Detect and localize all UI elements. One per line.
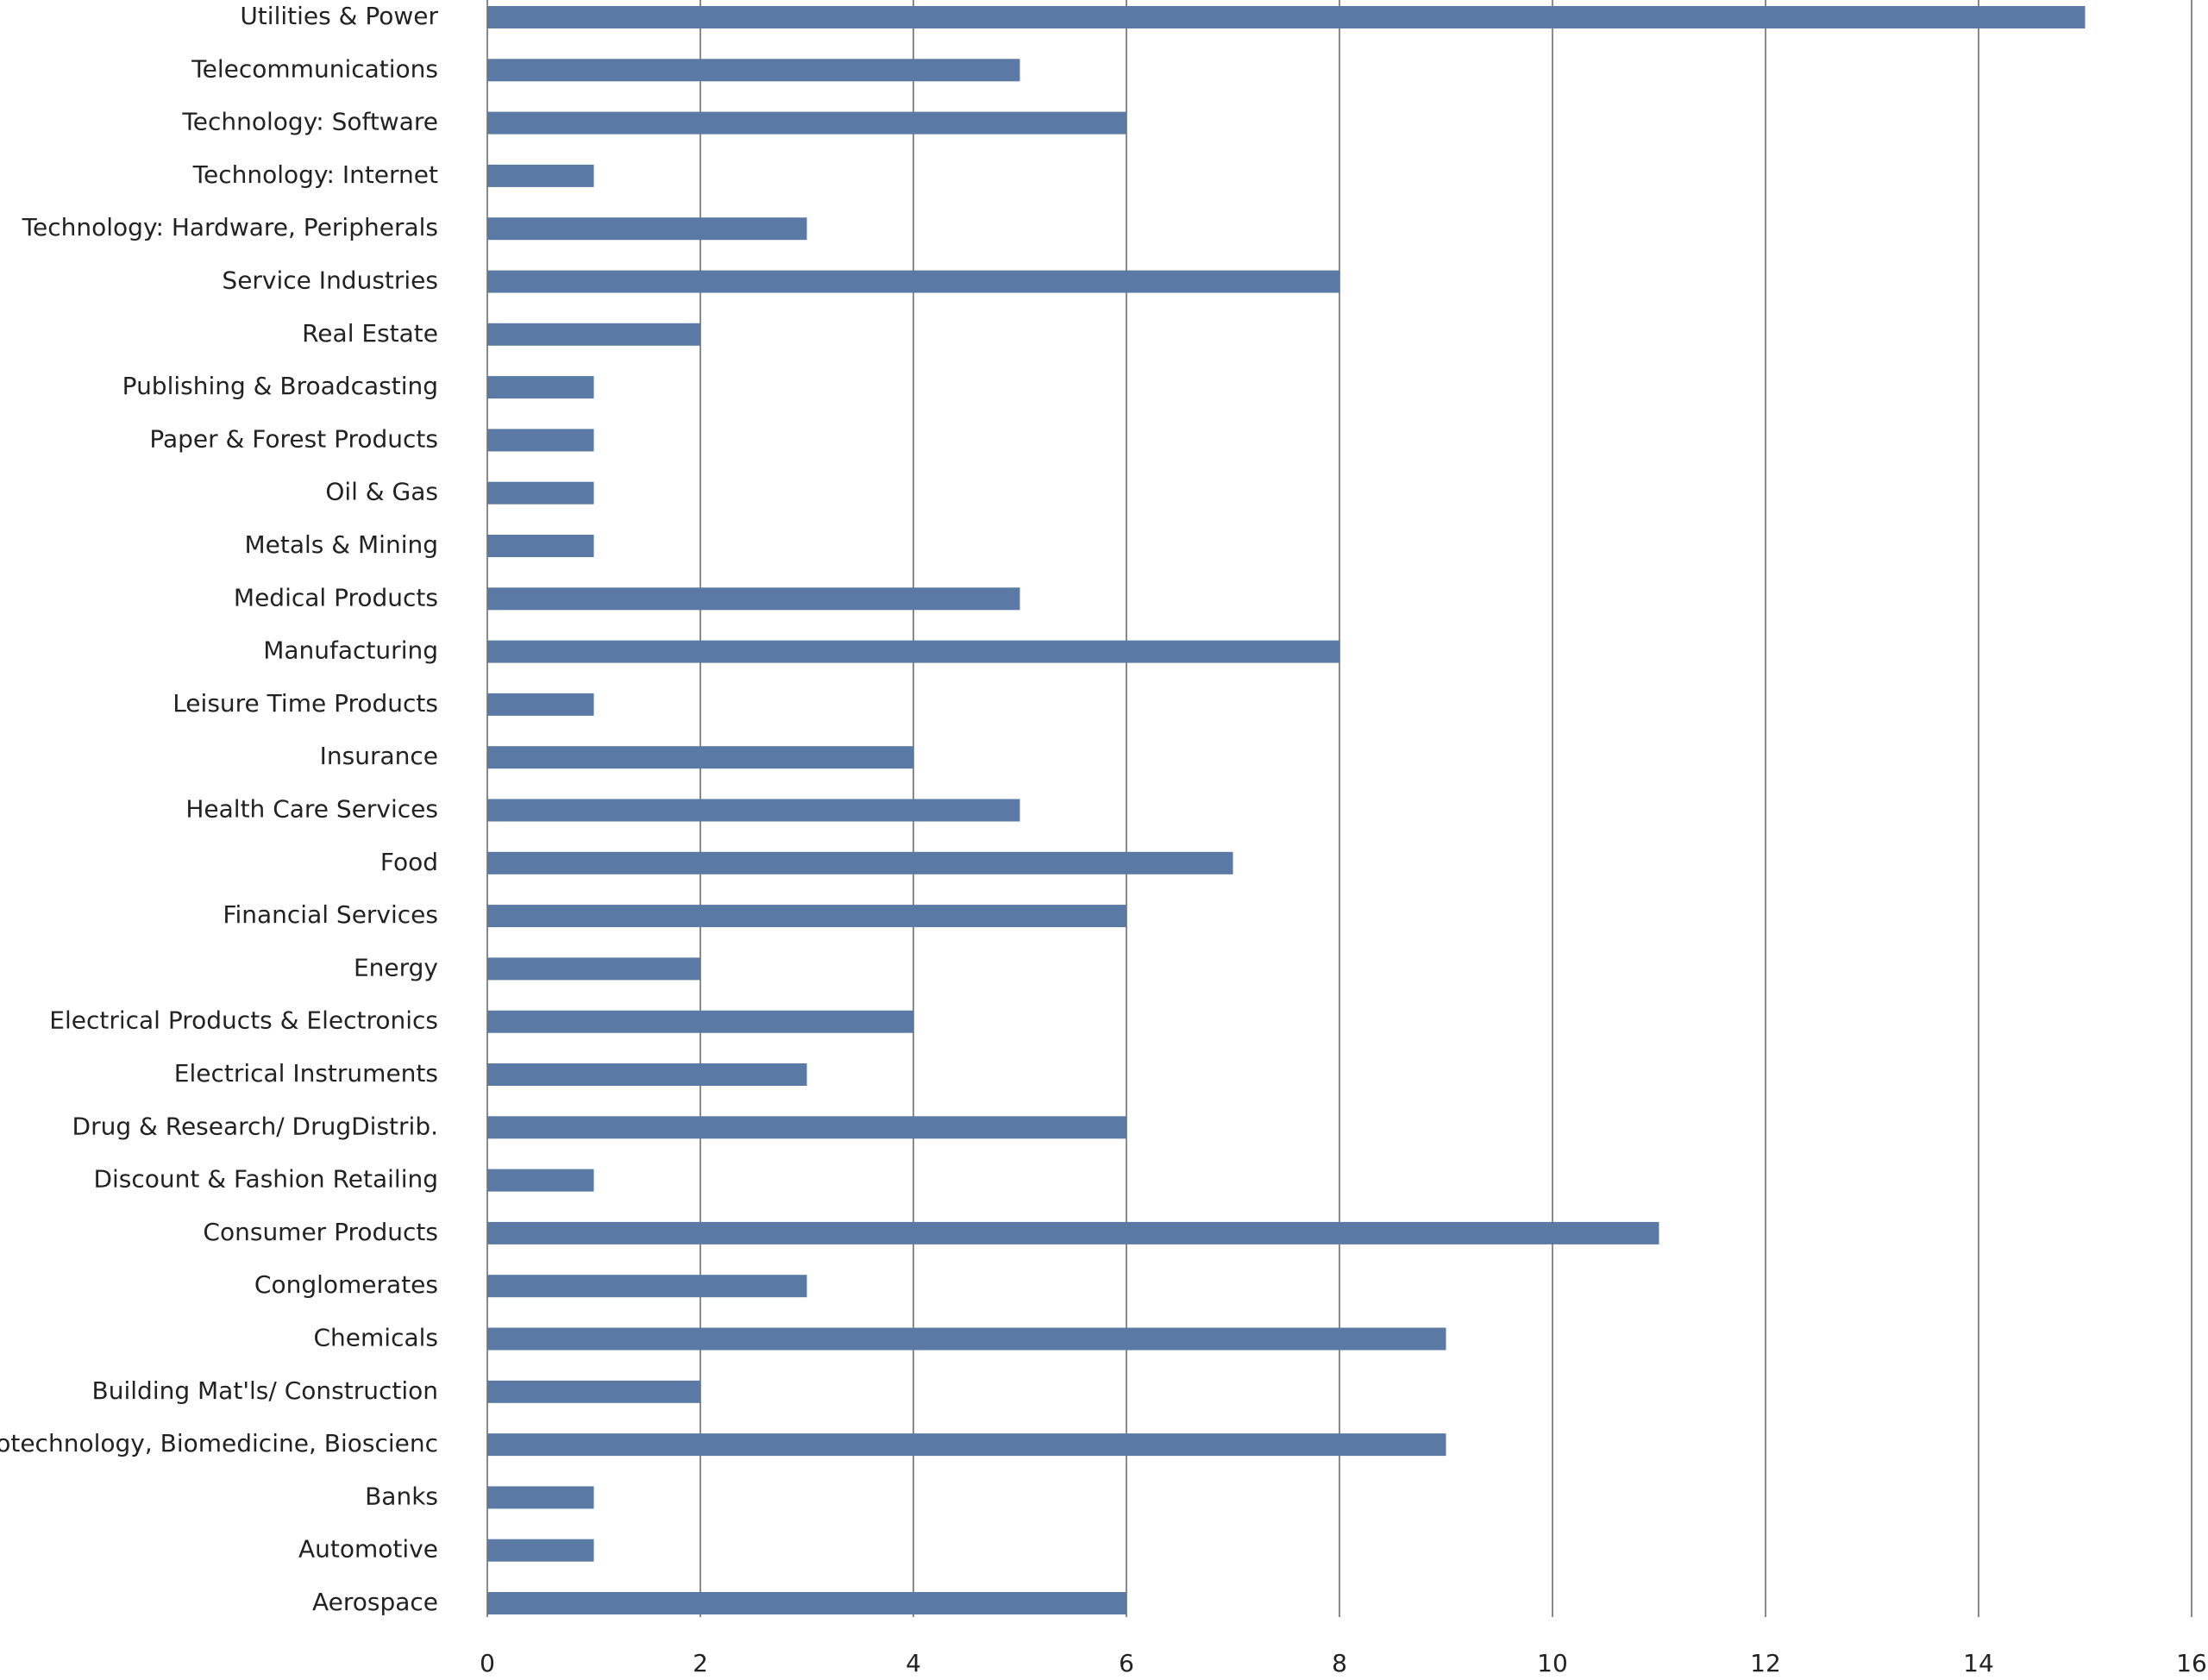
y-tick-label: Conglomerates	[254, 1270, 438, 1299]
bar	[487, 481, 594, 505]
bar	[487, 640, 1339, 663]
x-tick-label: 12	[1750, 1649, 1781, 1677]
bar	[487, 1063, 807, 1086]
bar	[487, 164, 594, 187]
bar	[487, 587, 1020, 611]
bar	[487, 6, 2086, 28]
bar	[487, 1116, 1126, 1139]
y-tick-label: Banks	[365, 1482, 438, 1510]
x-tick-label: 14	[1963, 1649, 1994, 1677]
x-tick-label: 6	[1119, 1649, 1134, 1677]
y-tick-label: Paper & Forest Products	[149, 424, 438, 453]
bar	[487, 429, 594, 452]
y-tick-label: Electrical Products & Electronics	[49, 1006, 438, 1035]
y-tick-label: Aerospace	[312, 1588, 438, 1616]
y-tick-label: Telecommunications	[191, 54, 438, 83]
bar	[487, 693, 594, 716]
bar	[487, 905, 1126, 928]
y-tick-label: Biotechnology, Biomedicine, Bioscienc	[0, 1429, 438, 1457]
y-tick-label: Drug & Research/ DrugDistrib.	[72, 1112, 438, 1140]
y-tick-label: Energy	[354, 953, 438, 981]
bar	[487, 1221, 1659, 1244]
x-tick-label: 10	[1537, 1649, 1568, 1677]
bar	[487, 1327, 1446, 1351]
y-tick-label: Insurance	[320, 742, 438, 770]
x-tick-label: 16	[2176, 1649, 2207, 1677]
y-tick-label: Chemicals	[314, 1324, 439, 1352]
y-tick-label: Service Industries	[222, 266, 438, 295]
bar	[487, 217, 807, 241]
y-tick-label: Technology: Internet	[192, 160, 438, 189]
bar	[487, 111, 1126, 135]
y-tick-label: Food	[380, 848, 438, 876]
bar	[487, 535, 594, 557]
bar	[487, 1486, 594, 1509]
bar	[487, 1380, 700, 1403]
bar	[487, 957, 700, 981]
x-tick-label: 2	[693, 1649, 708, 1677]
x-tick-label: 8	[1332, 1649, 1347, 1677]
y-tick-label: Metals & Mining	[244, 530, 438, 559]
y-tick-label: Publishing & Broadcasting	[122, 372, 438, 400]
y-tick-label: Utilities & Power	[240, 2, 438, 30]
x-tick-label: 4	[906, 1649, 921, 1677]
bar	[487, 1433, 1446, 1457]
y-tick-label: Technology: Hardware, Peripherals	[22, 213, 438, 241]
bar	[487, 1010, 913, 1033]
y-tick-label: Consumer Products	[203, 1218, 438, 1246]
y-tick-label: Discount & Fashion Retailing	[93, 1165, 438, 1194]
bar	[487, 746, 913, 769]
bar	[487, 1275, 807, 1298]
y-tick-label: Oil & Gas	[325, 478, 438, 506]
x-tick-label: 0	[480, 1649, 495, 1677]
bar	[487, 799, 1020, 822]
bar	[487, 1539, 594, 1562]
bar	[487, 270, 1339, 293]
bar	[487, 1169, 594, 1192]
bar	[487, 376, 594, 399]
y-tick-label: Real Estate	[302, 319, 438, 348]
y-tick-label: Leisure Time Products	[172, 689, 438, 718]
bar	[487, 323, 700, 346]
y-tick-label: Technology: Software	[181, 108, 438, 136]
bar	[487, 59, 1020, 82]
y-tick-label: Health Care Services	[185, 795, 438, 824]
bar	[487, 1592, 1126, 1614]
bar	[487, 851, 1233, 874]
y-tick-label: Electrical Instruments	[174, 1059, 438, 1088]
y-tick-label: Manufacturing	[263, 636, 438, 665]
y-tick-label: Automotive	[298, 1535, 438, 1564]
y-tick-label: Medical Products	[234, 583, 438, 611]
y-tick-label: Building Mat'ls/ Construction	[92, 1376, 438, 1405]
y-tick-label: Financial Services	[223, 900, 438, 929]
